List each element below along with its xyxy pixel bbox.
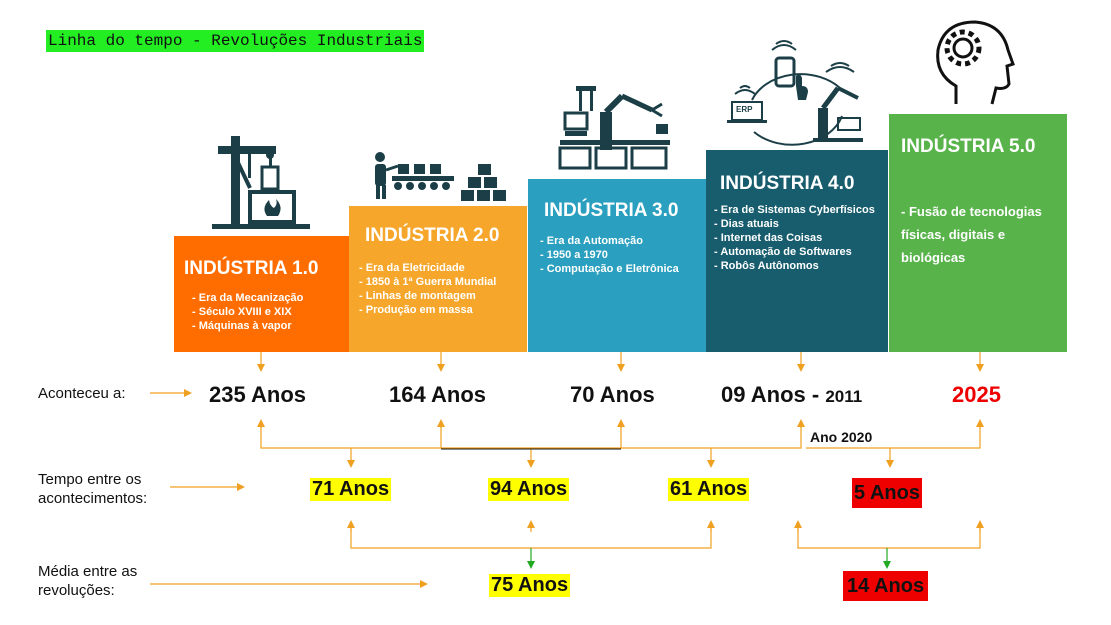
industry-4-item: Automação de Softwares — [714, 245, 875, 259]
ago-industry-4-year: 2011 — [825, 387, 863, 406]
gap-1-2: 71 Anos — [310, 478, 392, 501]
ago-industry-5: 2025 — [952, 382, 1001, 407]
industry-4-item: Era de Sistemas Cyberfísicos — [714, 203, 875, 217]
assembly-line-icon — [375, 152, 506, 201]
ago-industry-1: 235 Anos — [209, 382, 307, 407]
industry-3-item: Era da Automação — [540, 234, 679, 248]
average-4-5: 14 Anos — [843, 571, 929, 601]
gap-4-5: 5 Anos — [852, 478, 922, 508]
ago-industry-4-value: 09 Anos - — [721, 382, 826, 407]
industry-3-item: Computação e Eletrônica — [540, 262, 679, 276]
ago-industry-2: 164 Anos — [389, 382, 487, 407]
industry-3-item: 1950 a 1970 — [540, 248, 679, 262]
industry-2-block: INDÚSTRIA 2.0 Era da Eletricidade 1850 à… — [349, 206, 527, 352]
industry-1-item: Era da Mecanização — [192, 291, 304, 305]
iot-network-icon — [727, 40, 863, 146]
ago-industry-4: 09 Anos - 2011 — [721, 382, 862, 408]
industry-3-block: INDÚSTRIA 3.0 Era da Automação 1950 a 19… — [528, 179, 706, 352]
industry-1-block: INDÚSTRIA 1.0 Era da Mecanização Século … — [174, 236, 349, 352]
label-ano-2020: Ano 2020 — [810, 429, 873, 445]
industry-2-item: 1850 à 1ª Guerra Mundial — [359, 275, 497, 289]
industry-4-item: Robôs Autônomos — [714, 259, 875, 273]
industry-3-title: INDÚSTRIA 3.0 — [544, 200, 679, 221]
robot-arm-icon — [558, 86, 670, 170]
erp-label: ERP — [736, 105, 753, 114]
industry-2-item: Era da Eletricidade — [359, 261, 496, 275]
industry-5-block: INDÚSTRIA 5.0 - Fusão de tecnologias fís… — [889, 114, 1067, 352]
label-aconteceu: Aconteceu a: — [38, 385, 126, 402]
industry-2-item: Linhas de montagem — [359, 289, 496, 303]
label-media: Média entre as revoluções: — [38, 563, 138, 599]
diagram-title: Linha do tempo - Revoluções Industriais — [46, 30, 425, 52]
industry-5-title: INDÚSTRIA 5.0 — [901, 136, 1036, 157]
industry-5-description: - Fusão de tecnologias físicas, digitais… — [901, 204, 1042, 265]
gap-2-3: 94 Anos — [488, 478, 570, 501]
industry-1-items: Era da Mecanização Século XVIII e XIX Má… — [192, 291, 304, 333]
industry-4-items: Era de Sistemas Cyberfísicos Dias atuais… — [714, 203, 875, 273]
industry-1-title: INDÚSTRIA 1.0 — [184, 258, 319, 279]
brain-gear-icon — [936, 20, 1015, 105]
industry-4-item: Internet das Coisas — [714, 231, 875, 245]
ago-industry-3: 70 Anos — [570, 382, 655, 407]
average-1-4: 75 Anos — [489, 574, 571, 597]
industry-4-item: Dias atuais — [714, 217, 875, 231]
industry-1-item: Século XVIII e XIX — [192, 305, 303, 319]
label-tempo: Tempo entre os acontecimentos: — [38, 471, 148, 507]
industry-4-block: INDÚSTRIA 4.0 Era de Sistemas Cyberfísic… — [706, 150, 888, 352]
industry-4-title: INDÚSTRIA 4.0 — [720, 173, 855, 194]
industry-3-items: Era da Automação 1950 a 1970 Computação … — [540, 234, 679, 276]
industry-2-items: Era da Eletricidade 1850 à 1ª Guerra Mun… — [359, 261, 497, 317]
industry-2-title: INDÚSTRIA 2.0 — [365, 225, 500, 246]
gap-3-4: 61 Anos — [668, 478, 750, 501]
industry-5-item: Fusão de tecnologias físicas, digitais e… — [901, 204, 1042, 265]
industry-2-item: Produção em massa — [359, 303, 496, 317]
oil-pump-icon — [212, 136, 310, 229]
industry-1-item: Máquinas à vapor — [192, 319, 303, 333]
